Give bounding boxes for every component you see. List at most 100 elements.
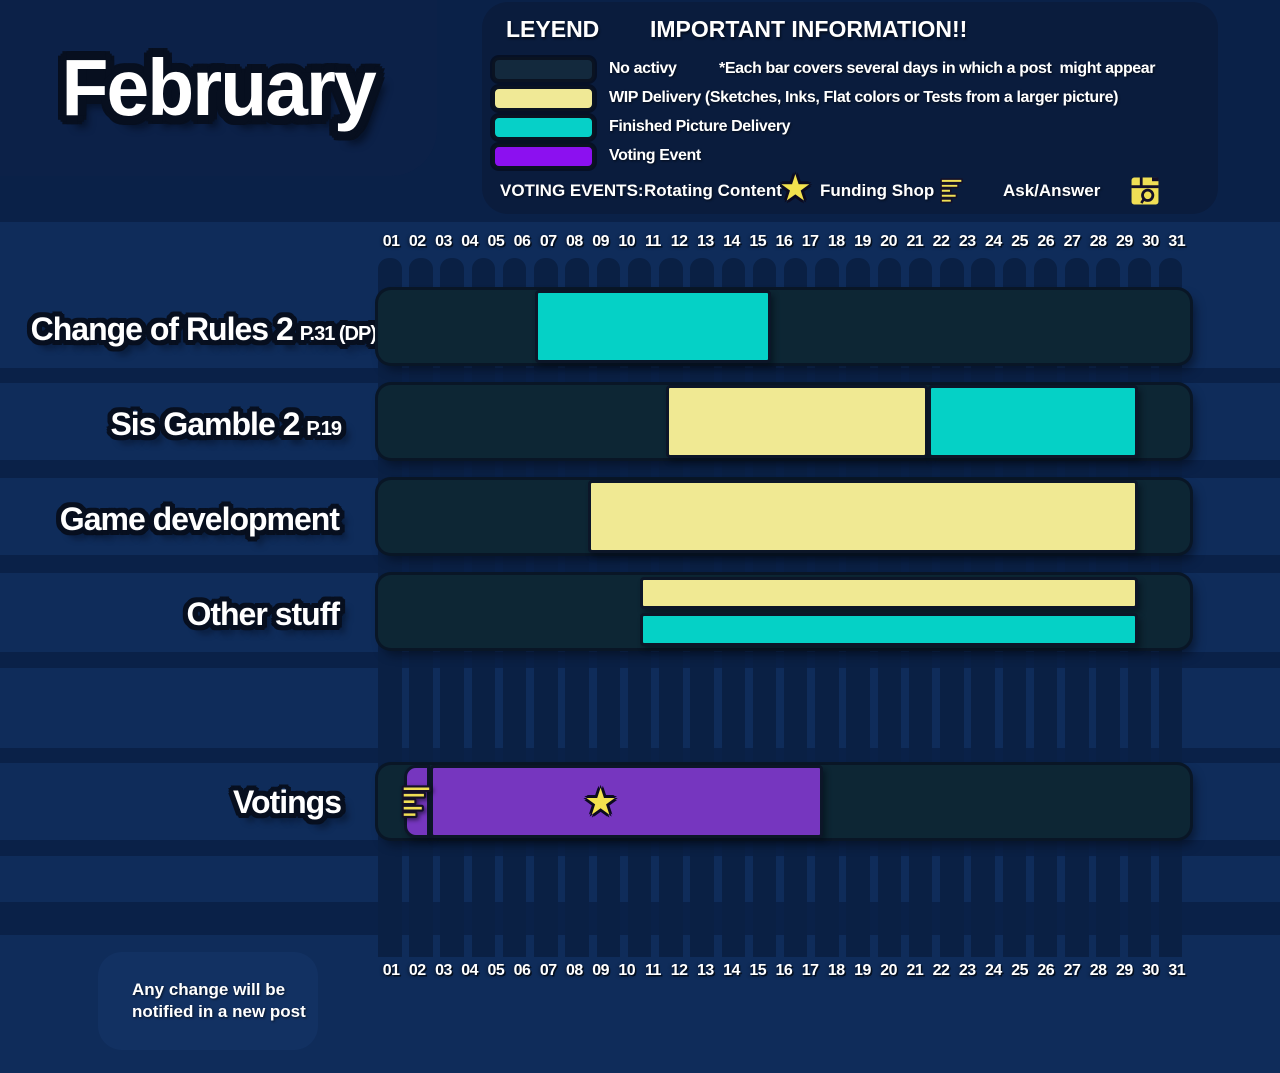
legend-item-label: Voting Event: [609, 147, 701, 164]
day-number: 08: [566, 233, 583, 250]
day-number: 14: [723, 962, 740, 979]
day-number: 06: [513, 233, 531, 250]
day-number: 13: [696, 962, 714, 979]
day-number: 12: [670, 962, 688, 979]
day-number: 11: [645, 233, 661, 250]
legend-panel: LEYEND IMPORTANT INFORMATION!! No activy…: [482, 2, 1218, 214]
day-number: 26: [1037, 962, 1055, 979]
star-icon: ★: [781, 170, 810, 206]
day-number: 21: [906, 962, 924, 979]
day-number: 30: [1142, 233, 1159, 250]
day-number: 03: [435, 962, 452, 979]
day-number: 18: [827, 233, 845, 250]
day-number: 09: [592, 962, 609, 979]
day-number: 06: [513, 962, 531, 979]
day-number: 20: [880, 962, 898, 979]
day-number: 23: [958, 233, 976, 250]
track-game-development: [378, 480, 1190, 553]
legend-item-label: No activy: [609, 60, 677, 77]
day-number: 28: [1089, 233, 1107, 250]
voting-event-funding-shop-label: Funding Shop: [820, 181, 935, 200]
day-number: 01: [382, 962, 400, 979]
day-numbers-top: 01 02 03 04 05 06 07 08 09 10 11 12 13 14 15 16 17 18 19 20…: [378, 233, 1190, 253]
legend-item-no-activity: No activy *Each bar covers several days …: [492, 56, 1156, 82]
bar-wip: [587, 480, 1138, 553]
day-number: 19: [854, 233, 871, 250]
day-number: 21: [906, 233, 924, 250]
day-number: 15: [749, 233, 767, 250]
day-number: 18: [827, 962, 845, 979]
star-icon: ★: [584, 781, 618, 822]
legend-heading: LEYEND: [506, 16, 600, 42]
day-number: 01: [382, 233, 400, 250]
day-number: 13: [696, 233, 714, 250]
legend-item-voting: Voting Event: [492, 143, 701, 169]
track-other-stuff: [378, 575, 1190, 648]
voting-events-label: VOTING EVENTS:: [500, 181, 644, 200]
legend-item-wip: WIP Delivery (Sketches, Inks, Flat color…: [492, 85, 1118, 111]
important-info-heading: IMPORTANT INFORMATION!!: [650, 16, 968, 42]
row-label-change-of-rules: Change of Rules 2 P.31 (DP): [30, 311, 377, 347]
ask-answer-icon: [1131, 177, 1159, 207]
voting-event-rotating-content-label: Rotating Content: [644, 181, 782, 200]
voting-swatch: [492, 143, 595, 169]
track-sis-gamble: [378, 385, 1190, 458]
bar-finished: [639, 613, 1138, 646]
day-number: 07: [539, 233, 557, 250]
day-number: 28: [1089, 962, 1107, 979]
day-number: 30: [1142, 962, 1159, 979]
legend-item-label: Finished Picture Delivery: [609, 118, 791, 135]
finished-swatch: [492, 114, 595, 140]
day-number: 27: [1063, 962, 1081, 979]
day-number: 08: [566, 962, 583, 979]
day-number: 11: [645, 962, 661, 979]
row-label-votings: Votings: [233, 784, 342, 820]
day-number: 07: [539, 962, 557, 979]
no-activity-swatch: [492, 56, 595, 82]
day-number: 31: [1168, 962, 1186, 979]
day-number: 15: [749, 962, 767, 979]
day-number: 22: [932, 962, 950, 979]
bar-wip: [639, 577, 1138, 609]
day-number: 05: [487, 233, 505, 250]
day-number: 10: [618, 233, 636, 250]
day-number: 12: [670, 233, 688, 250]
day-number: 25: [1011, 233, 1028, 250]
day-number: 19: [854, 962, 871, 979]
day-number: 25: [1011, 962, 1028, 979]
day-number: 17: [801, 233, 819, 250]
day-number: 20: [880, 233, 898, 250]
day-number: 26: [1037, 233, 1055, 250]
day-number: 16: [775, 233, 793, 250]
day-number: 24: [985, 233, 1002, 250]
day-number: 29: [1115, 233, 1133, 250]
funding-shop-icon: [400, 784, 434, 819]
day-number: 22: [932, 233, 950, 250]
day-number: 04: [461, 962, 479, 979]
wip-swatch: [492, 85, 595, 111]
bar-wip: [666, 385, 929, 458]
row-label-other-stuff: Other stuff: [186, 596, 340, 632]
day-number: 10: [618, 962, 636, 979]
day-number: 04: [461, 233, 479, 250]
day-number: 17: [801, 962, 819, 979]
day-number: 09: [592, 233, 609, 250]
day-number: 24: [985, 962, 1002, 979]
day-number: 23: [958, 962, 976, 979]
bar-finished: [928, 385, 1138, 458]
day-number: 02: [408, 233, 426, 250]
voting-event-ask-answer-label: Ask/Answer: [1003, 181, 1101, 200]
day-number: 29: [1115, 962, 1133, 979]
bar-voting: [430, 765, 824, 838]
track-votings: ★: [378, 765, 1190, 838]
legend-item-finished: Finished Picture Delivery: [492, 114, 791, 140]
day-numbers-bottom: 01 02 03 04 05 06 07 08 09 10 11 12 13 14 15 16 17 18 19 20…: [378, 962, 1190, 982]
row-label-game-development: Game development: [59, 501, 340, 537]
day-number: 14: [723, 233, 740, 250]
day-number: 02: [408, 962, 426, 979]
day-number: 03: [435, 233, 452, 250]
month-title: February: [61, 43, 377, 132]
day-number: 05: [487, 962, 505, 979]
month-panel: February: [0, 0, 437, 176]
